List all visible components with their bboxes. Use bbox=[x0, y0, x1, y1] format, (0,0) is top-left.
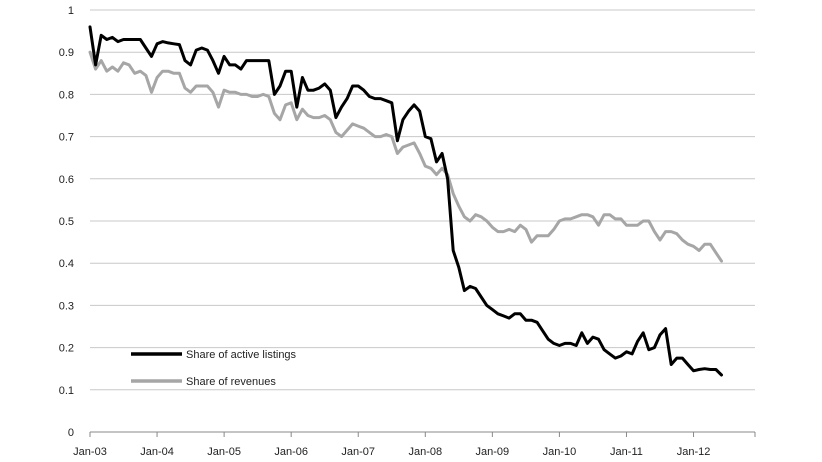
x-tick-label: Jan-11 bbox=[610, 446, 643, 458]
series-line-revenues bbox=[88, 50, 723, 263]
x-axis: Jan-03 Jan-04 Jan-05 Jan-06 Jan-07 Jan-08 Jan-… bbox=[73, 431, 756, 458]
legend-label-active-listings: Share of active listings bbox=[186, 349, 297, 361]
series-line-active-listings bbox=[88, 25, 723, 377]
x-tick-label: Jan-12 bbox=[677, 446, 711, 458]
y-tick-label: 1 bbox=[68, 5, 74, 17]
y-tick-label: 0.3 bbox=[59, 300, 74, 312]
x-tick-label: Jan-03 bbox=[73, 446, 107, 458]
y-tick-label: 0.4 bbox=[59, 258, 74, 270]
x-tick-label: Jan-05 bbox=[207, 446, 241, 458]
legend: Share of active listings Share of revenu… bbox=[131, 349, 297, 388]
x-tick-label: Jan-04 bbox=[140, 446, 174, 458]
y-tick-label: 0.9 bbox=[59, 47, 74, 59]
gridlines bbox=[90, 9, 755, 391]
y-tick-label: 0.8 bbox=[59, 89, 74, 101]
x-tick-label: Jan-09 bbox=[476, 446, 510, 458]
series-lines bbox=[88, 25, 723, 377]
x-tick-label: Jan-06 bbox=[274, 446, 308, 458]
y-tick-label: 0 bbox=[68, 427, 74, 439]
y-axis-tick-labels: 0 0.1 0.2 0.3 0.4 0.5 0.6 0.7 0.8 0.9 1 bbox=[59, 5, 74, 439]
y-tick-label: 0.5 bbox=[59, 216, 74, 228]
x-tick-label: Jan-08 bbox=[408, 446, 442, 458]
x-tick-label: Jan-07 bbox=[341, 446, 375, 458]
y-tick-label: 0.6 bbox=[59, 174, 74, 186]
y-tick-label: 0.7 bbox=[59, 132, 74, 144]
y-tick-label: 0.2 bbox=[59, 343, 74, 355]
y-tick-label: 0.1 bbox=[59, 385, 74, 397]
x-tick-label: Jan-10 bbox=[543, 446, 577, 458]
legend-label-revenues: Share of revenues bbox=[186, 376, 276, 388]
